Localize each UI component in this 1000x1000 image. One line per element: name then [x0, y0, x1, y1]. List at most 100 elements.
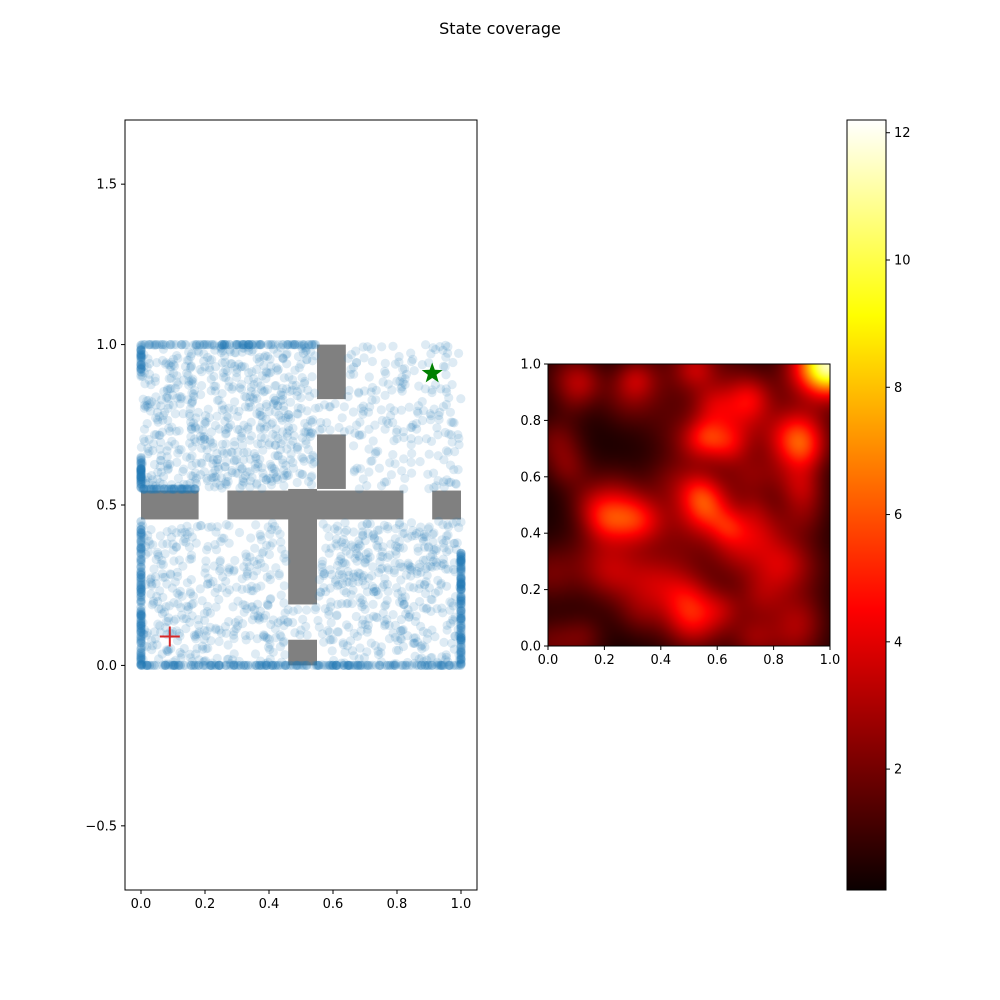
state-point	[221, 477, 231, 487]
state-point	[330, 660, 341, 671]
state-point	[432, 423, 442, 433]
state-point	[195, 584, 205, 594]
state-point	[424, 660, 434, 671]
state-point	[151, 484, 161, 494]
state-point	[136, 469, 146, 479]
state-point	[245, 454, 255, 464]
state-point	[456, 577, 466, 588]
state-point	[136, 583, 146, 593]
state-point	[167, 436, 177, 446]
state-point	[136, 525, 146, 535]
state-point	[205, 622, 215, 632]
state-point	[455, 582, 465, 592]
state-point	[139, 533, 149, 543]
state-point	[166, 484, 176, 494]
state-point	[225, 347, 235, 357]
state-point	[283, 340, 293, 350]
state-point	[136, 357, 146, 367]
state-point	[382, 579, 392, 589]
state-point	[230, 618, 240, 628]
state-point	[455, 660, 465, 671]
state-point	[223, 640, 233, 650]
state-point	[317, 629, 328, 639]
state-point	[279, 598, 289, 608]
state-point	[136, 479, 146, 489]
state-point	[412, 406, 422, 416]
state-point	[388, 610, 398, 620]
state-point	[419, 536, 429, 546]
state-point	[309, 457, 320, 467]
state-point	[136, 570, 146, 580]
state-point	[136, 349, 146, 359]
state-point	[136, 467, 146, 477]
state-point	[205, 435, 215, 445]
state-point	[456, 609, 466, 619]
state-point	[371, 385, 381, 395]
state-point	[284, 426, 294, 436]
state-point	[376, 648, 386, 658]
state-point	[229, 440, 240, 451]
state-point	[172, 567, 182, 578]
state-point	[247, 602, 257, 612]
state-point	[195, 520, 206, 531]
state-point	[352, 420, 362, 430]
state-point	[456, 581, 466, 592]
state-point	[200, 419, 210, 429]
state-point	[354, 387, 364, 397]
state-point	[136, 344, 146, 355]
state-point	[245, 398, 255, 408]
state-point	[456, 548, 466, 558]
state-point	[343, 353, 353, 363]
state-point	[339, 658, 349, 668]
state-point	[361, 549, 371, 559]
state-point	[136, 609, 146, 619]
state-point	[191, 630, 201, 640]
state-point	[237, 440, 248, 450]
state-point	[136, 608, 146, 618]
state-point	[339, 660, 349, 671]
state-point	[456, 549, 466, 560]
state-point	[139, 424, 150, 434]
state-point	[238, 340, 248, 350]
state-point	[296, 341, 306, 351]
state-point	[391, 659, 401, 669]
state-point	[416, 660, 426, 671]
state-point	[209, 340, 219, 350]
state-point	[456, 598, 466, 608]
state-point	[456, 599, 466, 609]
state-point	[323, 626, 333, 636]
state-point	[456, 584, 466, 594]
state-point	[395, 597, 405, 607]
state-point	[407, 356, 417, 367]
state-point	[188, 598, 198, 609]
state-point	[136, 584, 146, 594]
state-point	[418, 533, 428, 544]
state-point	[264, 407, 274, 417]
state-point	[224, 564, 235, 575]
state-point	[326, 660, 336, 671]
state-point	[206, 660, 216, 671]
state-point	[200, 434, 210, 444]
state-point	[162, 452, 172, 462]
state-point	[175, 660, 186, 671]
state-point	[351, 358, 362, 368]
state-point	[330, 524, 340, 534]
state-point	[184, 376, 194, 386]
state-point	[138, 371, 148, 381]
state-point	[426, 594, 436, 604]
state-point	[192, 346, 202, 356]
state-point	[262, 599, 272, 609]
state-point	[238, 476, 248, 486]
state-point	[438, 361, 449, 371]
state-point	[456, 573, 466, 583]
state-point	[350, 428, 360, 438]
state-point	[152, 484, 162, 494]
state-point	[382, 552, 393, 563]
state-point	[355, 643, 365, 653]
state-point	[314, 660, 324, 671]
state-point	[263, 473, 273, 483]
state-point	[136, 592, 146, 602]
state-point	[263, 657, 273, 667]
state-point	[237, 584, 247, 595]
state-point	[404, 612, 414, 622]
